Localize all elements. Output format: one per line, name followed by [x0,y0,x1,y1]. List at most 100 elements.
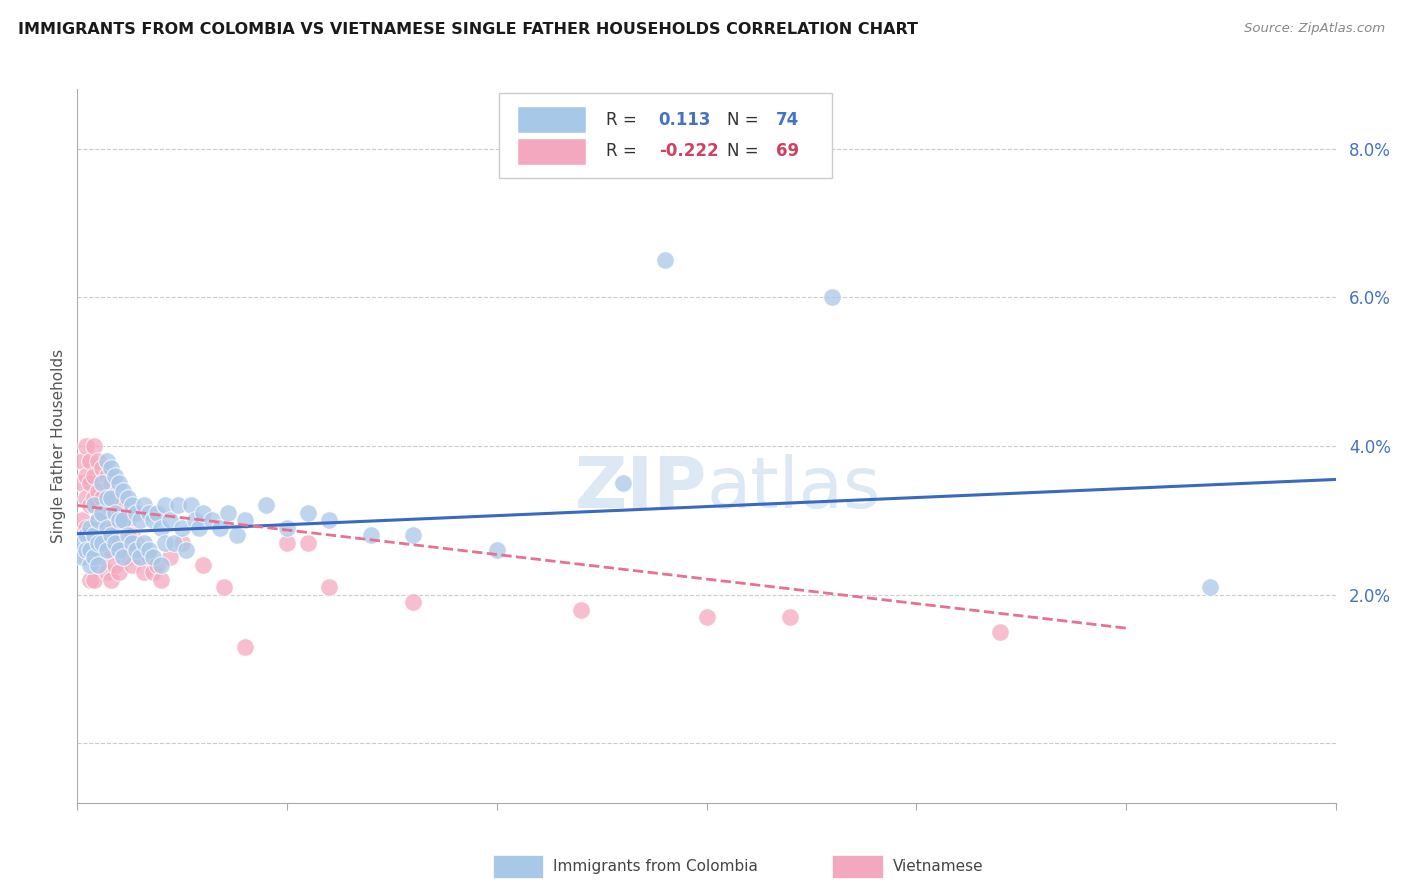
Point [83,439,105,453]
Point [142,566,165,580]
Point [134,535,156,549]
Point [276,535,298,549]
Text: 74: 74 [776,111,799,128]
Point [75,491,97,505]
Point [108,476,131,491]
Point [108,499,131,513]
Point [75,528,97,542]
Point [83,543,105,558]
Point [1199,580,1222,594]
Point [254,499,277,513]
Point [276,521,298,535]
Point [70,535,93,549]
Point [91,535,114,549]
Point [569,602,592,616]
Point [121,528,143,542]
Point [112,513,135,527]
Point [125,535,148,549]
Point [108,566,131,580]
Point [184,513,207,527]
Point [297,535,319,549]
Point [96,566,118,580]
Point [91,521,114,535]
Point [104,558,127,572]
Point [100,543,122,558]
Point [70,454,93,468]
Point [104,535,127,549]
Point [96,535,118,549]
Text: 69: 69 [776,143,799,161]
Point [129,513,152,527]
Text: Source: ZipAtlas.com: Source: ZipAtlas.com [1244,22,1385,36]
Point [125,543,148,558]
Point [134,499,156,513]
Point [150,521,173,535]
Point [117,491,139,505]
Point [75,550,97,565]
Point [125,506,148,520]
Point [83,491,105,505]
Point [87,483,110,498]
Point [200,513,222,527]
Point [172,535,194,549]
Point [100,476,122,491]
FancyBboxPatch shape [492,855,543,878]
Point [217,506,239,520]
Point [83,573,105,587]
Point [112,550,135,565]
Point [318,513,340,527]
Point [91,476,114,491]
Point [112,543,135,558]
Point [121,535,143,549]
Point [612,476,634,491]
Point [485,543,508,558]
Point [696,610,718,624]
Point [172,521,194,535]
Text: Vietnamese: Vietnamese [893,859,983,874]
Point [191,558,215,572]
Point [112,513,135,527]
Point [70,550,93,565]
Point [212,580,235,594]
Point [83,499,105,513]
Point [96,468,118,483]
Point [87,558,110,572]
Point [79,573,101,587]
Point [167,499,190,513]
Point [87,513,110,527]
Text: Immigrants from Colombia: Immigrants from Colombia [553,859,758,874]
Text: IMMIGRANTS FROM COLOMBIA VS VIETNAMESE SINGLE FATHER HOUSEHOLDS CORRELATION CHAR: IMMIGRANTS FROM COLOMBIA VS VIETNAMESE S… [18,22,918,37]
Point [138,506,160,520]
Point [79,476,101,491]
Point [75,543,97,558]
FancyBboxPatch shape [832,855,883,878]
Point [163,535,186,549]
Point [142,513,165,527]
Point [79,550,101,565]
Point [117,528,139,542]
Point [188,521,211,535]
Point [142,550,165,565]
Point [121,499,143,513]
Point [79,558,101,572]
Point [104,528,127,542]
Point [159,550,181,565]
Point [129,550,152,565]
Point [297,506,319,520]
Y-axis label: Single Father Households: Single Father Households [51,349,66,543]
FancyBboxPatch shape [516,137,586,165]
Point [96,506,118,520]
Point [79,521,101,535]
Point [150,558,173,572]
Point [117,550,139,565]
Point [91,461,114,475]
Point [360,528,382,542]
Point [75,439,97,453]
Point [79,499,101,513]
Point [150,573,173,587]
Point [191,506,215,520]
Point [108,543,131,558]
Point [138,543,160,558]
Point [129,550,152,565]
Point [138,550,160,565]
